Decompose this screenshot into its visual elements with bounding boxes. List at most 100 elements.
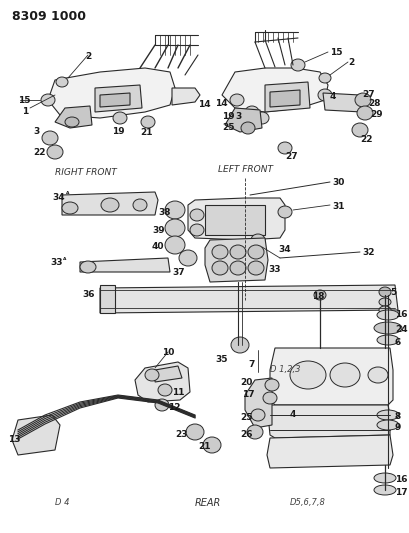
Polygon shape — [264, 82, 309, 112]
Ellipse shape — [42, 131, 58, 145]
Ellipse shape — [376, 420, 398, 430]
Ellipse shape — [179, 250, 196, 266]
Text: 28: 28 — [367, 99, 380, 108]
Text: RIGHT FRONT: RIGHT FRONT — [55, 168, 117, 177]
Ellipse shape — [211, 245, 227, 259]
Text: 31: 31 — [331, 202, 344, 211]
Text: LEFT FRONT: LEFT FRONT — [218, 165, 272, 174]
Text: 24: 24 — [394, 325, 407, 334]
Ellipse shape — [186, 424, 204, 440]
Text: 2: 2 — [347, 58, 353, 67]
Polygon shape — [135, 362, 189, 402]
Ellipse shape — [378, 298, 390, 306]
Text: D 4: D 4 — [55, 498, 70, 507]
Ellipse shape — [354, 93, 370, 107]
Text: 16: 16 — [394, 310, 407, 319]
Text: 30: 30 — [331, 178, 344, 187]
Polygon shape — [204, 205, 264, 235]
Text: 29: 29 — [369, 110, 382, 119]
Polygon shape — [12, 415, 60, 455]
Ellipse shape — [318, 73, 330, 83]
Ellipse shape — [56, 77, 68, 87]
Text: 27: 27 — [361, 90, 374, 99]
Ellipse shape — [262, 392, 276, 404]
Ellipse shape — [317, 89, 331, 101]
Text: 6: 6 — [394, 338, 400, 347]
Polygon shape — [48, 68, 175, 118]
Ellipse shape — [80, 261, 96, 273]
Ellipse shape — [367, 367, 387, 383]
Ellipse shape — [289, 361, 325, 389]
Text: 17: 17 — [394, 488, 407, 497]
Ellipse shape — [47, 145, 63, 159]
Text: D5,6,7,8: D5,6,7,8 — [289, 498, 325, 507]
Text: 8: 8 — [394, 412, 400, 421]
Ellipse shape — [246, 425, 262, 439]
Polygon shape — [221, 68, 327, 112]
Ellipse shape — [373, 485, 395, 495]
Polygon shape — [188, 198, 284, 240]
Text: 18: 18 — [311, 292, 324, 301]
Ellipse shape — [250, 234, 264, 246]
Polygon shape — [172, 88, 200, 105]
Text: 25: 25 — [239, 413, 252, 422]
Ellipse shape — [113, 112, 127, 124]
Ellipse shape — [277, 142, 291, 154]
Ellipse shape — [133, 199, 147, 211]
Text: ᴬ: ᴬ — [63, 258, 66, 264]
Text: 10: 10 — [162, 348, 174, 357]
Text: 22: 22 — [33, 148, 45, 157]
Text: 1: 1 — [22, 107, 28, 116]
Ellipse shape — [378, 287, 390, 297]
Ellipse shape — [62, 202, 78, 214]
Text: 12: 12 — [168, 403, 180, 412]
Text: 15: 15 — [329, 48, 342, 57]
Text: 5: 5 — [389, 288, 395, 297]
Polygon shape — [266, 435, 392, 468]
Ellipse shape — [373, 473, 395, 483]
Text: 3: 3 — [234, 112, 240, 121]
Text: 4: 4 — [329, 92, 335, 101]
Text: 9: 9 — [394, 423, 400, 432]
Ellipse shape — [250, 409, 264, 421]
Polygon shape — [322, 93, 367, 112]
Ellipse shape — [189, 209, 204, 221]
Text: 33: 33 — [50, 258, 62, 267]
Ellipse shape — [164, 219, 184, 237]
Text: 14: 14 — [214, 99, 227, 108]
Polygon shape — [95, 85, 142, 112]
Text: 23: 23 — [175, 430, 187, 439]
Ellipse shape — [157, 384, 172, 396]
Text: D 1,2,3: D 1,2,3 — [270, 365, 300, 374]
Text: 25: 25 — [221, 123, 234, 132]
Polygon shape — [267, 405, 389, 438]
Text: 26: 26 — [239, 430, 252, 439]
Polygon shape — [245, 378, 271, 428]
Polygon shape — [270, 348, 392, 405]
Text: 39: 39 — [152, 226, 164, 235]
Text: ᴬ: ᴬ — [66, 192, 69, 198]
Ellipse shape — [351, 123, 367, 137]
Text: 36: 36 — [82, 290, 94, 299]
Ellipse shape — [155, 399, 169, 411]
Ellipse shape — [356, 106, 372, 120]
Ellipse shape — [254, 112, 268, 124]
Ellipse shape — [313, 290, 325, 300]
Text: 7: 7 — [247, 360, 254, 369]
Ellipse shape — [247, 245, 263, 259]
Ellipse shape — [229, 245, 245, 259]
Text: 34: 34 — [277, 245, 290, 254]
Ellipse shape — [376, 410, 398, 420]
Ellipse shape — [290, 59, 304, 71]
Polygon shape — [100, 285, 397, 313]
Text: 21: 21 — [139, 128, 152, 137]
Ellipse shape — [164, 201, 184, 219]
Text: 22: 22 — [359, 135, 372, 144]
Text: 15: 15 — [18, 96, 30, 105]
Ellipse shape — [229, 261, 245, 275]
Ellipse shape — [376, 310, 398, 320]
Text: 37: 37 — [172, 268, 184, 277]
Text: 33: 33 — [267, 265, 280, 274]
Text: 11: 11 — [172, 388, 184, 397]
Text: 34: 34 — [52, 193, 65, 202]
